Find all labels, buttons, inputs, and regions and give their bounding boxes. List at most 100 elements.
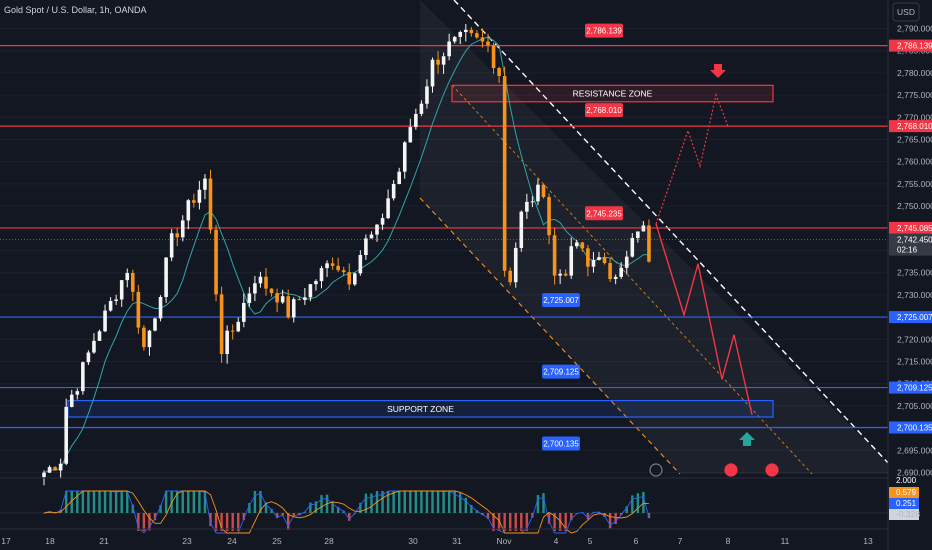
candle-body: [530, 201, 535, 203]
oscillator-bar: [142, 513, 146, 531]
oscillator-bar: [314, 501, 318, 513]
oscillator-bar: [553, 513, 556, 531]
candle-body: [131, 272, 135, 292]
resistance-2786-axis-text: 2,786.139: [897, 42, 932, 51]
oscillator-bar: [603, 513, 606, 518]
oscillator-bar: [270, 508, 273, 513]
oscillator-bar: [364, 493, 368, 513]
candle-body: [314, 281, 318, 285]
oscillator-bar: [486, 513, 490, 519]
oscillator-bar: [570, 513, 573, 521]
price-tick-label: 2,695.000: [897, 445, 932, 455]
oscillator-bar: [425, 491, 429, 513]
oscillator-bar: [509, 513, 512, 531]
resistance-zone-box: [451, 84, 774, 103]
oscillator-bar: [275, 513, 279, 519]
candle-body: [114, 299, 118, 301]
time-tick-label: 21: [99, 536, 109, 546]
oscillator-bar: [214, 513, 218, 531]
candle-body: [624, 256, 629, 268]
oscillator-tick-label: -0.328: [896, 509, 920, 519]
label-2725-text: 2,725.007: [543, 296, 579, 305]
candle-body: [208, 178, 213, 230]
label-2709-text: 2,709.125: [543, 368, 579, 377]
oscillator-bar: [503, 513, 506, 531]
oscillator-bar: [176, 491, 179, 513]
currency-button[interactable]: USD: [892, 2, 920, 22]
candle-body: [602, 257, 607, 264]
oscillator-bar: [292, 513, 295, 517]
candle-body: [569, 246, 574, 276]
label-2745-bg: [585, 206, 623, 221]
oscillator-bar: [520, 513, 523, 531]
candle-body: [408, 127, 413, 143]
candle-body: [591, 259, 596, 267]
candle-body: [641, 225, 646, 232]
oscillator-bar: [264, 502, 268, 513]
candle-body: [230, 330, 235, 332]
candle-body: [92, 340, 96, 353]
candle-body: [586, 248, 590, 267]
oscillator-bar: [331, 501, 334, 513]
candle-body: [480, 37, 485, 42]
oscillator-bar: [287, 513, 290, 530]
support-2725-axis-tag: [889, 311, 932, 324]
time-axis[interactable]: 17 18 21 23 24 25 28 30 31 Nov 4 5 6 7 8 11 13: [0, 528, 888, 546]
candle-body: [464, 29, 468, 33]
candle-body: [303, 297, 307, 300]
candle-body: [119, 280, 124, 300]
price-tick-label: 2,755.000: [897, 179, 932, 189]
oscillator-bar: [42, 513, 46, 514]
candle-body: [425, 86, 429, 104]
price-tick-label: 2,735.000: [897, 268, 932, 278]
candle-body: [452, 36, 457, 42]
oscillator-bar: [436, 491, 440, 513]
time-tick-label: 7: [678, 536, 683, 546]
oscillator-bar: [464, 497, 467, 513]
oscillator-bar: [198, 491, 201, 513]
oscillator-bar: [76, 491, 79, 513]
candle-body: [53, 466, 57, 471]
candle-body: [647, 225, 651, 262]
time-tick-label: 6: [634, 536, 639, 546]
candle-body: [319, 268, 324, 282]
time-tick-label: 24: [227, 536, 237, 546]
resistance-2786-axis-tag: [889, 39, 932, 52]
candle-body: [558, 273, 562, 276]
candle-body: [369, 234, 374, 239]
label-2786-text: 2,786.139: [586, 27, 622, 36]
candle-body: [308, 284, 313, 298]
oscillator-bar: [114, 491, 118, 513]
oscillator-bar: [348, 513, 351, 521]
candle-body: [597, 257, 601, 260]
label-2725-bg: [542, 293, 580, 308]
oscillator-bar: [298, 513, 301, 516]
oscillator-bar: [442, 491, 445, 513]
candle-body: [153, 318, 157, 331]
support-2700-axis-tag: [889, 421, 932, 434]
candle-body: [636, 231, 640, 238]
oscillator-bar: [237, 513, 240, 531]
candle-body: [419, 103, 424, 114]
oscillator-bar: [636, 493, 640, 513]
candle-body: [275, 293, 279, 303]
resistance-2745-axis-text: 2,745.085: [897, 224, 932, 233]
candle-body: [192, 200, 196, 203]
oscillator-bar: [253, 491, 257, 513]
candle-body: [364, 238, 368, 256]
label-2786-bg: [585, 23, 623, 38]
candle-body: [475, 33, 479, 38]
candle-body: [358, 255, 363, 274]
candle-body: [536, 184, 540, 202]
oscillator-bar: [153, 513, 157, 521]
price-axis[interactable]: 2,790.0002,785.0002,780.0002,775.0002,77…: [887, 0, 932, 550]
time-tick-label: 31: [452, 536, 462, 546]
candle-body: [563, 273, 568, 276]
candle-body: [69, 394, 74, 407]
price-axis-bg: [888, 0, 932, 550]
candle-body: [280, 296, 285, 303]
support-2709-axis-text: 2,709.125: [897, 384, 932, 393]
oscillator-bar: [81, 491, 85, 513]
candle-body: [264, 276, 268, 289]
